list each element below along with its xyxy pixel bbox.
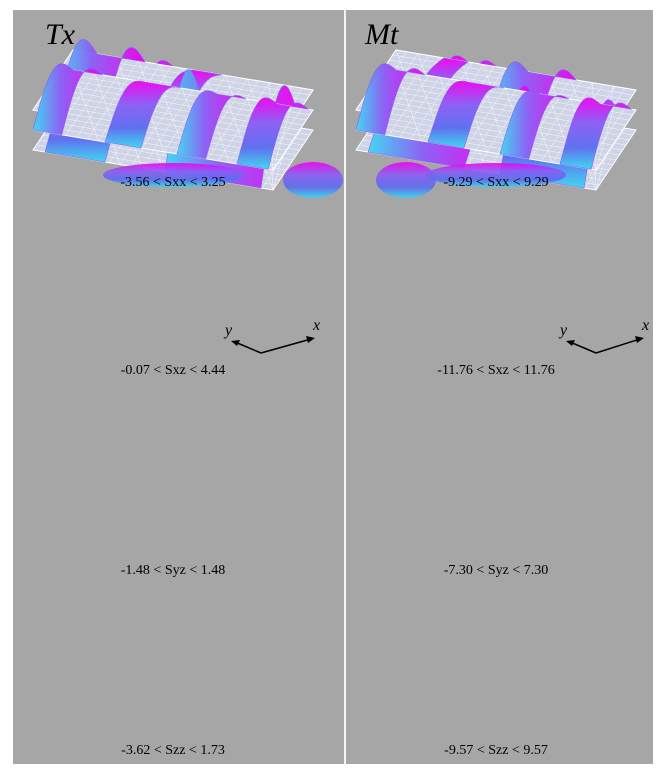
surface-lobe (103, 163, 243, 187)
surface-lobe (283, 162, 343, 198)
column-divider (344, 10, 346, 764)
caption-mt-syz: -7.30 < Syz < 7.30 (443, 563, 549, 578)
x-axis-arrowhead (306, 336, 315, 343)
surface-lobe (376, 162, 436, 198)
surface-band (236, 97, 310, 170)
surface-band (104, 80, 182, 149)
x-axis-line (260, 338, 312, 354)
surface-band (499, 90, 569, 160)
surface-plot-svg (32, 63, 314, 187)
x-axis-label: x (312, 317, 320, 334)
surface-band (427, 80, 505, 149)
y-axis-arrowhead (231, 340, 240, 346)
y-axis-line (234, 341, 262, 354)
surface-plot-svg (355, 63, 637, 187)
caption-tx-szz: -3.62 < Szz < 1.73 (121, 743, 225, 758)
caption-tx-sxz: -0.07 < Sxz < 4.44 (120, 363, 226, 378)
axis-indicator-right: y x (558, 317, 649, 354)
x-axis-arrowhead (635, 336, 644, 343)
caption-tx-syz: -1.48 < Syz < 1.48 (120, 563, 226, 578)
y-axis-label: y (223, 322, 233, 339)
y-axis-line (569, 341, 597, 354)
caption-mt-sxx: -9.29 < Sxx < 9.29 (443, 175, 549, 190)
caption-tx-sxx: -3.56 < Sxx < 3.25 (120, 175, 226, 190)
column-title-tx: Tx (45, 18, 75, 51)
surface-band (355, 63, 426, 136)
y-axis-arrowhead (566, 340, 575, 346)
caption-mt-szz: -9.57 < Szz < 9.57 (444, 743, 548, 758)
surface-band (32, 63, 103, 136)
x-axis-label: x (641, 317, 649, 334)
surface-band (559, 97, 633, 170)
caption-mt-sxz: -11.76 < Sxz < 11.76 (437, 363, 555, 378)
surface-lobe (426, 163, 566, 187)
x-axis-line (595, 338, 641, 354)
surface-band (176, 90, 246, 160)
y-axis-label: y (558, 322, 568, 339)
column-title-mt: Mt (365, 18, 399, 51)
figure-panel: Tx Mt -3.56 < Sxx < 3.25 -0.07 < Sxz < 4… (13, 10, 653, 764)
axis-indicator-left: y x (223, 317, 320, 354)
